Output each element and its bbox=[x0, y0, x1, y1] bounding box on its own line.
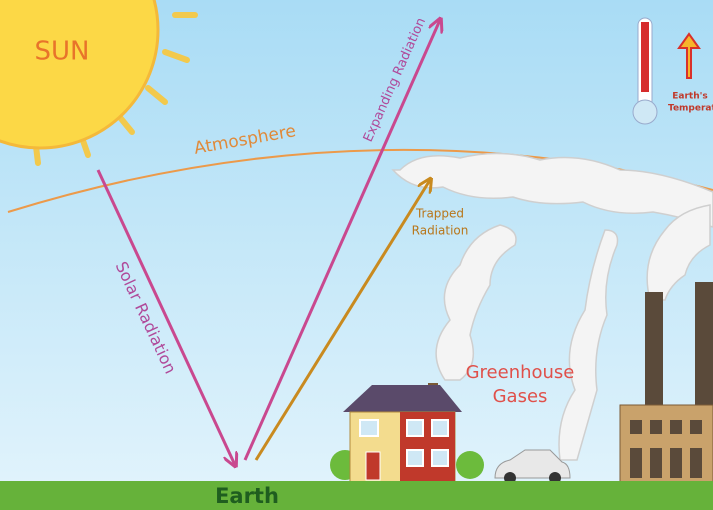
diagram: SUN Atmosphere Earth Solar Radiation Exp… bbox=[0, 0, 713, 510]
sun-label: SUN bbox=[35, 37, 90, 67]
greenhouse-label: Greenhouse bbox=[466, 362, 575, 383]
temperature-label: Temperature bbox=[668, 104, 713, 114]
earth-label: Earth bbox=[215, 484, 279, 508]
ground bbox=[0, 481, 713, 510]
page: SUN Atmosphere Earth Solar Radiation Exp… bbox=[0, 0, 713, 510]
trapped-label: Trapped bbox=[415, 207, 464, 221]
greenhouse-label: Gases bbox=[493, 386, 548, 407]
trapped-label: Radiation bbox=[412, 224, 469, 238]
temperature-label: Earth's bbox=[672, 92, 707, 102]
